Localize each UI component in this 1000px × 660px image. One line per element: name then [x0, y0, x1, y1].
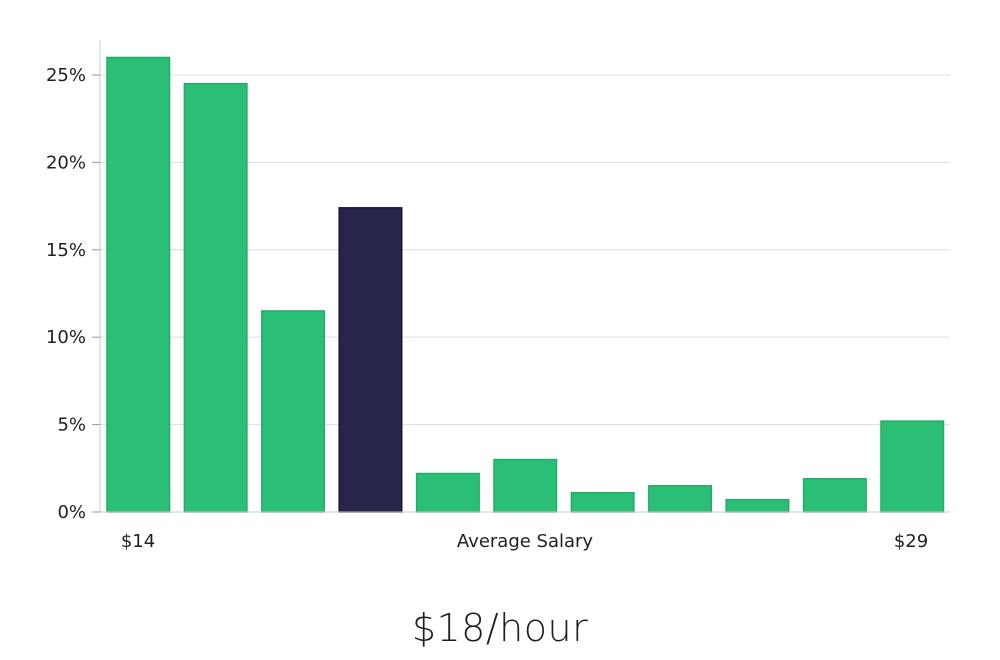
- bars: [106, 56, 945, 513]
- x-label-max: $29: [894, 531, 928, 552]
- bar: [261, 310, 326, 513]
- bar: [570, 492, 635, 513]
- bar: [880, 420, 945, 513]
- x-label-center: Average Salary: [457, 531, 594, 552]
- bar: [725, 499, 790, 513]
- bar: [648, 485, 713, 513]
- bar: [415, 472, 480, 513]
- bar-highlighted: [338, 207, 403, 513]
- y-tick-label: 5%: [57, 415, 86, 436]
- average-salary-headline: $18/hour: [411, 606, 589, 650]
- bar: [183, 82, 248, 513]
- bar: [493, 458, 558, 513]
- bar: [106, 56, 171, 513]
- y-axis: 0% 5% 10% 15% 20% 25%: [46, 40, 101, 523]
- y-tick-label: 10%: [46, 327, 86, 348]
- x-axis: $14 Average Salary $29: [100, 511, 950, 552]
- y-tick-label: 15%: [46, 240, 86, 261]
- salary-distribution-chart: 0% 5% 10% 15% 20% 25% $14 Average Salary $29: [46, 40, 950, 552]
- x-label-min: $14: [121, 531, 155, 552]
- y-tick-label: 25%: [46, 65, 86, 86]
- y-tick-label: 0%: [57, 502, 86, 523]
- bar: [802, 478, 867, 513]
- y-tick-label: 20%: [46, 152, 86, 173]
